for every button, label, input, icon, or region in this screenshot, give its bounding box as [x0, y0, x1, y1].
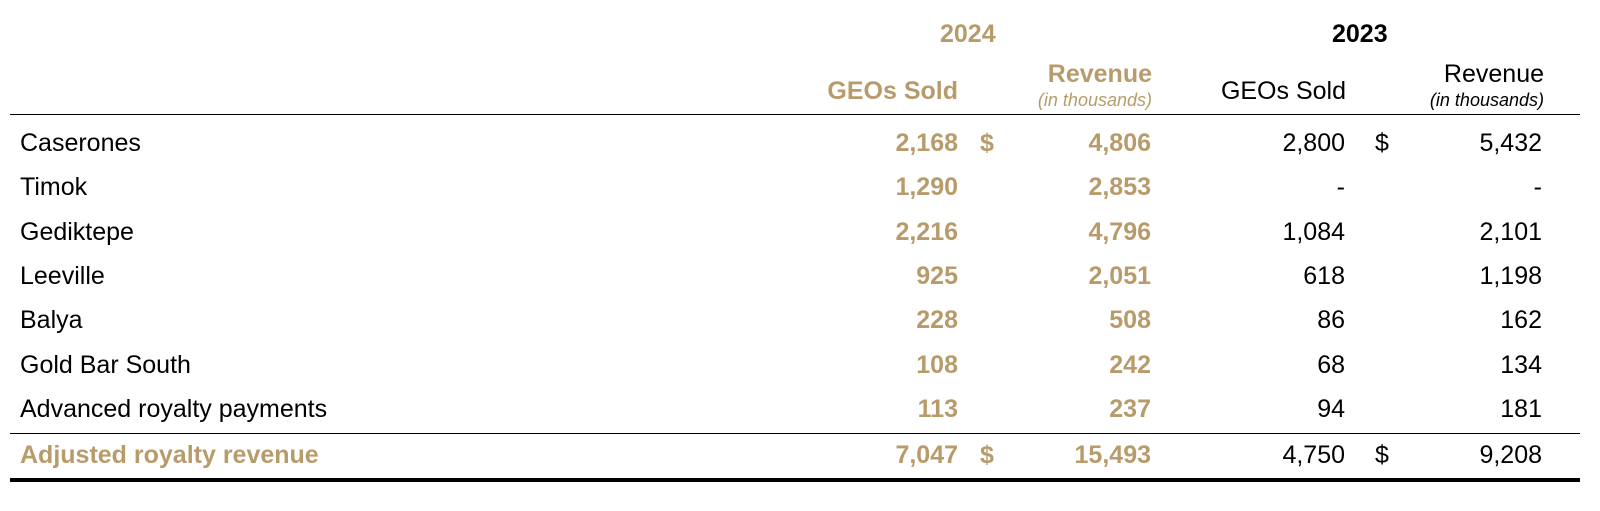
revenue-2024-cell: 242: [1109, 350, 1151, 379]
geos-sold-2024-cell: 113: [917, 394, 958, 423]
table-bottom-border: [10, 478, 1580, 482]
table-row: Caserones 2,168 $4,806 2,800 $5,432: [0, 121, 1600, 165]
row-label: Balya: [20, 306, 83, 335]
revenue-2024-header: Revenue: [1047, 60, 1152, 88]
total-geos-2023: 4,750: [1282, 441, 1345, 469]
revenue-2023-cell: 134: [1500, 350, 1542, 379]
revenue-2024-cell: 2,853: [1088, 173, 1151, 202]
geos-sold-2023-cell: 2,800: [1282, 129, 1345, 157]
table-row: Gediktepe 2,216 4,796 1,084 2,101: [0, 210, 1600, 254]
row-label: Leeville: [20, 261, 105, 290]
dollar-sign-2024-cell: $: [980, 129, 994, 157]
geos-sold-2024-cell: 2,168: [895, 129, 958, 157]
geos-sold-2023-cell: 86: [1317, 306, 1345, 335]
revenue-2024-cell: 2,051: [1088, 261, 1151, 290]
revenue-2023-cell: 2,101: [1479, 217, 1542, 246]
geos-sold-2023-cell: 618: [1303, 261, 1345, 290]
total-revenue-2023: 9,208: [1479, 441, 1542, 469]
total-revenue-2024: 15,493: [1074, 441, 1151, 469]
revenue-2024-unit: (in thousands): [1037, 90, 1152, 110]
table-row: Gold Bar South 108 242 68 134: [0, 343, 1600, 387]
total-row: Adjusted royalty revenue 7,047 $ 15,493 …: [0, 433, 1600, 477]
total-dollar-2024: $: [980, 441, 994, 469]
revenue-2024-cell: 237: [1109, 394, 1151, 423]
geos-sold-2024-cell: 108: [916, 350, 958, 379]
revenue-2023-cell: 1,198: [1479, 261, 1542, 290]
geos-sold-2024-header: GEOs Sold: [827, 77, 958, 105]
row-label: Caserones: [20, 129, 141, 157]
geos-sold-2023-cell: -: [1336, 173, 1345, 202]
table-row: Timok 1,290 2,853 - -: [0, 165, 1600, 209]
geos-sold-2024-cell: 2,216: [895, 217, 958, 246]
revenue-2024-cell: 4,806: [1088, 129, 1151, 157]
revenue-2023-cell: 162: [1500, 306, 1542, 335]
row-label: Gediktepe: [20, 217, 134, 246]
revenue-2023-unit: (in thousands): [1429, 90, 1544, 110]
revenue-2024-cell: 4,796: [1088, 217, 1151, 246]
total-dollar-2023: $: [1375, 441, 1389, 469]
geos-sold-2024-cell: 925: [916, 261, 958, 290]
row-label: Timok: [20, 173, 88, 202]
revenue-2023-header: Revenue: [1443, 60, 1544, 88]
year-2024-header: 2024: [940, 20, 996, 48]
dollar-sign-2023-cell: $: [1375, 129, 1389, 157]
geos-sold-2023-cell: 94: [1317, 394, 1345, 423]
geos-sold-2024-cell: 1,290: [895, 173, 958, 202]
geos-sold-2024-cell: 228: [916, 306, 958, 335]
table-row: Leeville 925 2,051 618 1,198: [0, 254, 1600, 298]
year-2023-header: 2023: [1332, 20, 1388, 48]
table-row: Advanced royalty payments 113 237 94 181: [0, 387, 1600, 431]
revenue-2023-cell: -: [1533, 173, 1542, 202]
geos-sold-2023-header: GEOs Sold: [1220, 77, 1346, 105]
revenue-2024-cell: 508: [1109, 306, 1151, 335]
total-geos-2024: 7,047: [895, 441, 958, 469]
row-label: Advanced royalty payments: [20, 394, 328, 423]
total-label: Adjusted royalty revenue: [20, 441, 319, 469]
revenue-2023-cell: 181: [1500, 394, 1542, 423]
table-row: Balya 228 508 86 162: [0, 298, 1600, 342]
header-divider: [10, 114, 1580, 115]
total-divider: [10, 433, 1580, 434]
geos-sold-2023-cell: 68: [1317, 350, 1345, 379]
geos-sold-2023-cell: 1,084: [1282, 217, 1345, 246]
row-label: Gold Bar South: [20, 350, 191, 379]
revenue-2023-cell: 5,432: [1479, 129, 1542, 157]
